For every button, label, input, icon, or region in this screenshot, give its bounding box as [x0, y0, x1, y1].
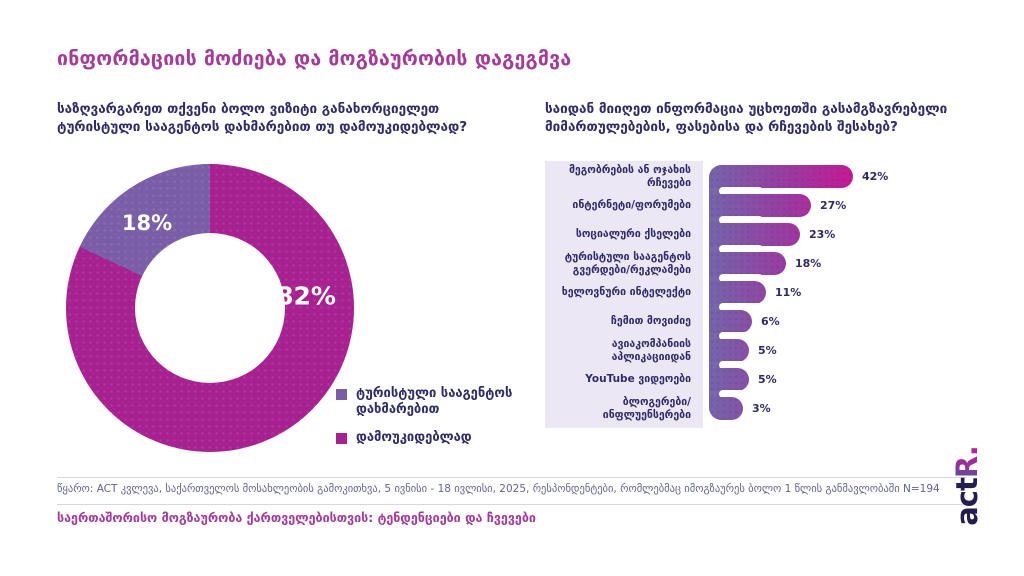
legend-label: ტურისტული სააგენტოს დახმარებით [356, 386, 513, 418]
legend-swatch-icon [336, 389, 347, 400]
donut-value-agency: 18% [121, 211, 173, 235]
bar [709, 281, 766, 304]
logo-r-text: R [950, 456, 984, 479]
bar-category-label: ბლოგერები/ინფლუენსერები [602, 396, 691, 421]
source-note: წყარო: ACT კვლევა, საქართველოს მოსახლეობ… [57, 483, 940, 495]
divider-bottom [57, 504, 967, 505]
donut-chart: 18% 82% [66, 164, 354, 452]
bar [709, 252, 786, 275]
bar-category-label: სოციალური ქსელები [575, 228, 691, 241]
bar-gap-notch [719, 187, 763, 195]
bar [709, 194, 811, 217]
legend-label: დამოუკიდებლად [356, 429, 472, 445]
donut-legend: ტურისტული სააგენტოს დახმარებით დამოუკიდებ… [336, 386, 531, 457]
bar-gap-notch [719, 390, 763, 398]
bar-category-label: ავიაკომპანიის აპლიკაციიდან [611, 338, 691, 363]
bar-gap-notch [719, 303, 763, 311]
bar-value-label: 3% [752, 402, 771, 415]
bar-gap-notch [719, 245, 763, 253]
divider-top [57, 477, 967, 478]
donut-question: საზღვარგარეთ თქვენი ბოლო ვიზიტი განახორც… [57, 101, 468, 135]
bar-category-label: ტურისტული სააგენტოს გვერდები/რეკლამები [564, 251, 691, 276]
bar-value-label: 27% [820, 199, 847, 212]
bar-category-label: ინტერნეტი/ფორუმები [572, 199, 691, 212]
bar [709, 310, 752, 333]
bar [709, 397, 743, 420]
bar-gap-notch [719, 274, 763, 282]
bar-gap-notch [719, 361, 763, 369]
page-title: ინფორმაციის მოძიება და მოგზაურობის დაგეგ… [57, 47, 572, 70]
bar [709, 339, 749, 362]
bar-labels-panel [545, 161, 703, 428]
actr-logo: actR. [950, 446, 984, 526]
bar-chart: მეგობრების ან ოჯახის რჩევები 42% ინტერნეტი… [545, 161, 1015, 431]
bar [709, 165, 853, 188]
bar-value-label: 18% [795, 257, 822, 270]
logo-dot: . [950, 446, 984, 457]
bar-value-label: 11% [775, 286, 802, 299]
bar [709, 368, 749, 391]
donut-value-independent: 82% [276, 281, 336, 311]
bar-category-label: ხელოვნური ინტელექტი [561, 286, 691, 299]
logo-act-text: act [950, 478, 984, 526]
bar-value-label: 42% [862, 170, 889, 183]
bar-value-label: 5% [758, 344, 777, 357]
bar-value-label: 23% [809, 228, 836, 241]
legend-item-0: ტურისტული სააგენტოს დახმარებით [336, 386, 531, 419]
report-title: საერთაშორისო მოგზაურობა ქართველებისთვის:… [57, 510, 536, 525]
donut-hole [135, 233, 285, 383]
legend-item-1: დამოუკიდებლად [336, 430, 531, 446]
bar-gap-notch [719, 216, 763, 224]
bar-gap-notch [719, 332, 763, 340]
bar-category-label: მეგობრების ან ოჯახის რჩევები [568, 164, 691, 189]
bar-category-label: ჩემით მოვიძიე [610, 315, 691, 328]
bar [709, 223, 800, 246]
bar-category-label: YouTube ვიდეოები [585, 373, 691, 386]
bar-value-label: 6% [761, 315, 780, 328]
bar-question: საიდან მიიღეთ ინფორმაცია უცხოეთში გასამგ… [545, 101, 948, 135]
bar-value-label: 5% [758, 373, 777, 386]
legend-swatch-icon [336, 432, 347, 444]
